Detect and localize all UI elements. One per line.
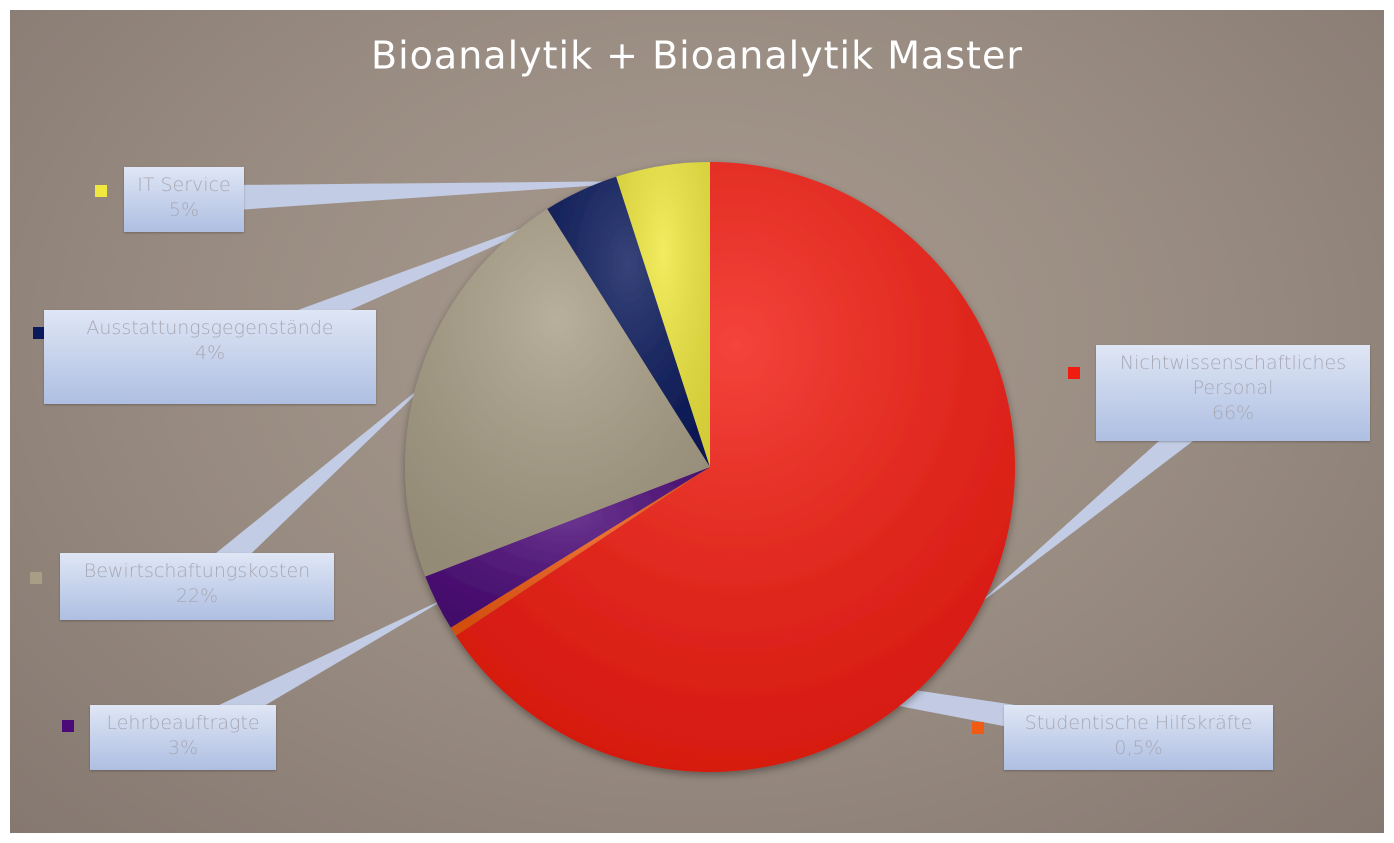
legend-swatch [1068, 367, 1080, 379]
label-category: Lehrbeauftragte [106, 712, 260, 734]
data-label: Ausstattungsgegenstände 4% [44, 310, 376, 404]
chart: Bioanalytik + Bioanalytik Master Nichtwi… [10, 10, 1384, 833]
data-label: IT Service 5% [124, 167, 244, 232]
slice-shade [450, 467, 710, 636]
callout [183, 180, 665, 214]
label-category: Studentische Hilfskräfte [1024, 712, 1253, 734]
label-category: Bewirtschaftungskosten [83, 560, 311, 582]
slice-shade [547, 176, 710, 467]
label-category: Nichtwissenschaftliches Personal [1119, 352, 1347, 399]
label-value: 4% [194, 342, 226, 364]
label-value: 5% [168, 199, 200, 221]
slice-shade [616, 162, 710, 467]
label-value: 66% [1211, 402, 1255, 424]
legend-swatch [62, 720, 74, 732]
data-label: Nichtwissenschaftliches Personal 66% [1096, 345, 1370, 441]
data-label: Lehrbeauftragte 3% [90, 705, 276, 770]
label-value: 22% [175, 585, 219, 607]
slice-shade [455, 162, 1016, 772]
chart-title: Bioanalytik + Bioanalytik Master [371, 34, 1023, 78]
legend-swatch [30, 572, 42, 584]
label-category: IT Service [137, 174, 231, 196]
label-value: 3% [167, 737, 199, 759]
callout [187, 375, 435, 597]
slice-shade [425, 467, 710, 628]
legend-swatch [972, 722, 984, 734]
data-label: Bewirtschaftungskosten 22% [60, 553, 334, 620]
slice-shade [404, 209, 710, 577]
label-category: Ausstattungsgegenstände [86, 317, 334, 339]
legend-swatch [33, 327, 45, 339]
label-value: 0,5% [1114, 737, 1163, 759]
legend-swatch [95, 185, 107, 197]
data-label: Studentische Hilfskräfte 0,5% [1004, 705, 1273, 770]
pie-area: Bioanalytik + Bioanalytik Master [176, 34, 1242, 772]
pie [404, 162, 1016, 772]
